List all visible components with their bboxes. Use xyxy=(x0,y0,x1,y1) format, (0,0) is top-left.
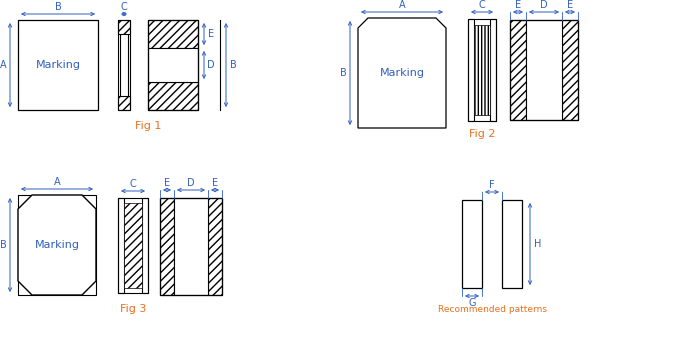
Bar xyxy=(118,20,130,34)
Bar xyxy=(148,48,198,82)
Bar xyxy=(468,19,474,121)
Text: C: C xyxy=(479,0,485,10)
Text: E: E xyxy=(208,29,214,39)
Text: E: E xyxy=(567,0,573,10)
Bar xyxy=(118,20,130,110)
Text: D: D xyxy=(540,0,548,10)
Bar xyxy=(526,20,562,120)
Bar xyxy=(118,198,124,293)
Bar xyxy=(118,96,130,110)
Bar xyxy=(174,198,208,295)
Text: H: H xyxy=(534,239,542,249)
Text: A: A xyxy=(399,0,405,10)
Text: Marking: Marking xyxy=(34,240,80,250)
Text: Marking: Marking xyxy=(379,68,424,78)
Bar xyxy=(118,198,148,293)
Text: C: C xyxy=(130,179,136,189)
Bar xyxy=(160,198,174,295)
Bar xyxy=(510,20,526,120)
Text: C: C xyxy=(120,2,127,12)
Text: E: E xyxy=(164,178,170,188)
Text: B: B xyxy=(55,2,62,12)
Text: Fig 1: Fig 1 xyxy=(135,121,161,131)
Text: E: E xyxy=(515,0,521,10)
Bar xyxy=(474,25,490,115)
Text: B: B xyxy=(230,60,237,70)
Bar xyxy=(148,20,198,110)
Text: A: A xyxy=(54,177,60,187)
Text: D: D xyxy=(187,178,195,188)
Text: Fig 2: Fig 2 xyxy=(469,129,496,139)
Bar xyxy=(208,198,222,295)
Bar xyxy=(562,20,578,120)
Bar xyxy=(490,19,496,121)
Text: B: B xyxy=(0,240,6,250)
Bar xyxy=(510,20,578,120)
Bar xyxy=(502,200,522,288)
Bar xyxy=(462,200,482,288)
Bar xyxy=(148,82,198,110)
Bar xyxy=(148,20,198,48)
Text: Fig 3: Fig 3 xyxy=(120,304,146,314)
Text: B: B xyxy=(340,68,346,78)
Bar xyxy=(160,198,222,295)
Bar xyxy=(120,28,128,102)
Bar xyxy=(468,19,496,121)
Polygon shape xyxy=(18,195,96,295)
Text: F: F xyxy=(489,180,495,190)
Text: D: D xyxy=(207,60,215,70)
Polygon shape xyxy=(358,18,446,128)
Text: E: E xyxy=(212,178,218,188)
Text: Marking: Marking xyxy=(36,60,80,70)
Text: G: G xyxy=(468,298,476,308)
Text: Recommended patterns: Recommended patterns xyxy=(438,305,547,315)
Bar xyxy=(124,203,142,288)
Bar xyxy=(18,20,98,110)
Bar xyxy=(142,198,148,293)
Bar xyxy=(18,195,96,295)
Text: A: A xyxy=(0,60,6,70)
